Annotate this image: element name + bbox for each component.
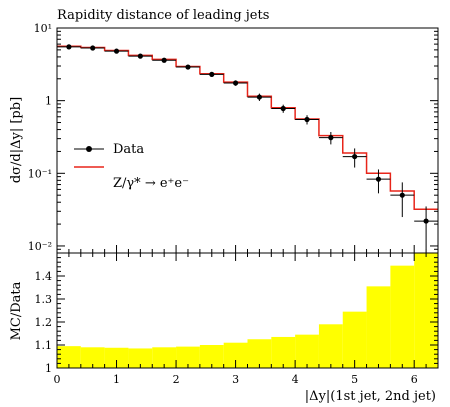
top-y-tick-label: 10⁻¹ — [28, 167, 52, 180]
legend-mc-label: Z/γ* → e⁺e⁻ — [113, 176, 189, 191]
ratio-panel: 0 1 2 3 4 5 611.11.21.31.4 — [35, 252, 439, 386]
data-point — [185, 64, 191, 70]
ratio-bar — [342, 311, 367, 368]
ratio-bar — [318, 324, 343, 368]
top-y-ticks: 10⁻² 10⁻¹ 1 10¹ — [28, 22, 438, 254]
ratio-y-tick-label: 1.3 — [35, 293, 53, 306]
top-y-tick-label: 10¹ — [34, 22, 52, 35]
top-y-tick-label: 1 — [45, 95, 52, 108]
ratio-x-tick-label: 6 — [411, 373, 418, 386]
ratio-bar — [199, 345, 224, 368]
data-point — [256, 94, 263, 100]
mc-step-line — [57, 45, 438, 211]
data-points — [57, 44, 438, 250]
ratio-ticks: 0 1 2 3 4 5 611.11.21.31.4 — [35, 252, 439, 386]
ratio-x-tick-label: 4 — [292, 373, 299, 386]
ratio-x-tick-label: 1 — [113, 373, 120, 386]
legend-data-marker — [86, 146, 92, 152]
x-axis-label: |Δy|(1st jet, 2nd jet) — [305, 389, 436, 404]
top-x-ticks — [56, 245, 439, 253]
ratio-x-tick-label: 5 — [351, 373, 358, 386]
mc-step-histogram — [57, 45, 438, 211]
ratio-bar — [390, 265, 415, 368]
data-point — [399, 192, 405, 198]
ratio-bar — [295, 334, 319, 368]
data-point — [304, 116, 310, 123]
ratio-y-tick-label: 1 — [45, 362, 52, 375]
ratio-panel-frame — [56, 252, 439, 369]
legend: Data Z/γ* → e⁺e⁻ — [74, 142, 189, 191]
data-point — [137, 53, 143, 59]
legend-data-label: Data — [113, 142, 144, 157]
ratio-bar — [104, 347, 129, 368]
ratio-y-tick-label: 1.4 — [35, 270, 53, 283]
ratio-y-tick-label: 1.1 — [35, 339, 53, 352]
data-point — [90, 45, 96, 51]
ratio-bar — [366, 286, 391, 368]
data-point — [280, 105, 286, 112]
ratio-x-tick-label: 0 — [54, 373, 61, 386]
ratio-bar — [271, 336, 296, 368]
ratio-bar — [247, 339, 272, 368]
ratio-bar — [176, 346, 200, 368]
data-point — [328, 135, 334, 141]
top-y-tick-label: 10⁻² — [28, 240, 52, 253]
data-point — [423, 218, 429, 224]
data-point — [113, 48, 120, 54]
main-panel: 10⁻² 10⁻¹ 1 10¹ — [28, 22, 439, 254]
data-point — [352, 153, 358, 160]
ratio-x-tick-label: 2 — [173, 373, 180, 386]
chart-title: Rapidity distance of leading jets — [57, 8, 269, 23]
ratio-bars — [57, 253, 438, 368]
ratio-bar — [223, 342, 248, 368]
ratio-bar — [80, 347, 105, 368]
data-point — [232, 80, 239, 86]
data-point — [375, 176, 382, 182]
ratio-bar — [414, 253, 438, 368]
ratio-bar — [128, 348, 153, 368]
data-point — [66, 44, 72, 50]
ratio-y-tick-label: 1.2 — [35, 316, 53, 329]
ratio-x-tick-label: 3 — [232, 373, 239, 386]
ratio-bar — [57, 346, 81, 368]
ratio-bar — [152, 347, 177, 368]
data-point — [209, 71, 215, 77]
main-y-axis-label: dσ/d|Δy| [pb] — [9, 97, 24, 183]
main-panel-frame — [56, 27, 439, 254]
data-point — [161, 57, 167, 63]
ratio-y-axis-label: MC/Data — [9, 281, 24, 340]
